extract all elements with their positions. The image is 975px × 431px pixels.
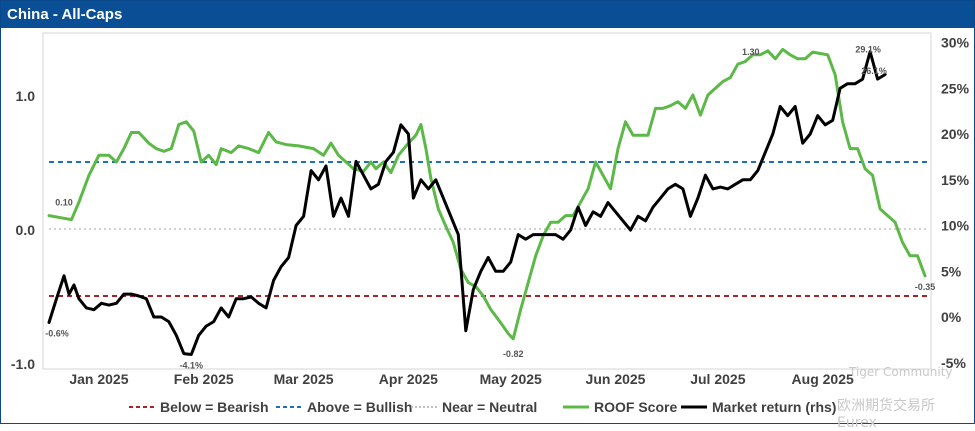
- data-label: -0.82: [503, 349, 524, 359]
- legend-label: Above = Bullish: [307, 399, 412, 415]
- right-tick-label: 10%: [941, 218, 970, 234]
- data-label: -4.1%: [179, 361, 203, 371]
- watermark-line-1: Tiger Community: [849, 365, 953, 379]
- right-tick-label: 0%: [941, 309, 962, 325]
- legend-label: Below = Bearish: [160, 399, 269, 415]
- data-label: -0.35: [915, 282, 936, 292]
- data-label: -0.6%: [45, 328, 69, 338]
- right-tick-label: 5%: [941, 263, 962, 279]
- data-label: 29.1%: [855, 45, 881, 55]
- data-label: 1.30: [742, 47, 760, 57]
- watermark-line-2: 欧洲期货交易所Eurex: [837, 398, 935, 431]
- legend-label: Market return (rhs): [712, 399, 836, 415]
- right-tick-label: -5%: [941, 355, 966, 371]
- x-tick-label: Aug 2025: [792, 371, 854, 387]
- x-tick-label: Jul 2025: [690, 371, 745, 387]
- x-tick-label: Jan 2025: [69, 371, 128, 387]
- right-tick-label: 30%: [941, 35, 970, 51]
- roof-score-line: [47, 47, 927, 341]
- title-bar: China - All-Caps: [1, 1, 974, 28]
- legend-label: Near = Neutral: [442, 399, 537, 415]
- right-tick-label: 25%: [941, 80, 970, 96]
- chart-title: China - All-Caps: [7, 6, 123, 23]
- plot-area: [42, 32, 932, 370]
- data-label: 0.10: [55, 198, 73, 208]
- x-tick-label: Apr 2025: [379, 371, 438, 387]
- left-tick-label: 1.0: [16, 88, 36, 104]
- chart-svg: 1.0 0.0 -1.0 30% 25% 20% 15% 10% 5% 0% -5% Jan 2025…: [11, 32, 970, 415]
- x-tick-label: Jun 2025: [586, 371, 646, 387]
- left-tick-label: 0.0: [16, 222, 36, 238]
- right-tick-label: 20%: [941, 126, 970, 142]
- left-tick-label: -1.0: [11, 356, 35, 372]
- legend-label: ROOF Score: [594, 399, 677, 415]
- right-tick-label: 15%: [941, 172, 970, 188]
- data-label: 26.1%: [861, 66, 887, 76]
- market-return-line: [47, 50, 887, 356]
- x-tick-label: Feb 2025: [174, 371, 234, 387]
- x-tick-label: May 2025: [480, 371, 542, 387]
- x-tick-label: Mar 2025: [274, 371, 334, 387]
